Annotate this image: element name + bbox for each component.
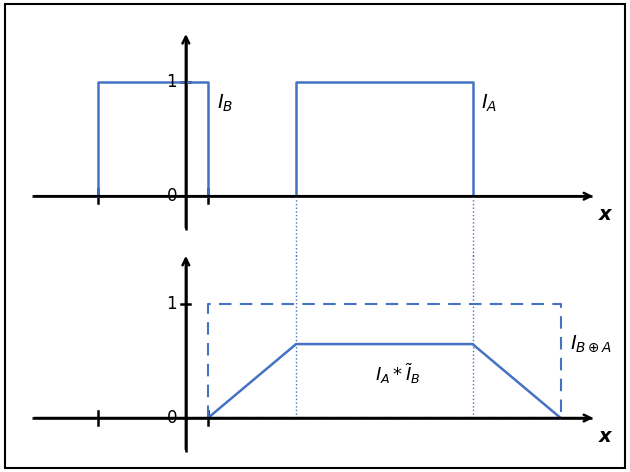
Text: 1: 1: [166, 74, 177, 92]
Text: $\mathit{I}_A * \widetilde{\mathit{I}}_B$: $\mathit{I}_A * \widetilde{\mathit{I}}_B…: [375, 361, 420, 386]
Text: 0: 0: [166, 187, 177, 205]
Text: 0: 0: [166, 409, 177, 427]
Text: $\mathit{I}_A$: $\mathit{I}_A$: [481, 92, 498, 114]
Text: x: x: [598, 427, 611, 446]
Text: x: x: [598, 205, 611, 224]
Text: $\mathit{I}_B$: $\mathit{I}_B$: [217, 92, 233, 114]
Text: $\mathit{I}_{B \oplus A}$: $\mathit{I}_{B \oplus A}$: [570, 334, 612, 354]
Text: 1: 1: [166, 295, 177, 313]
